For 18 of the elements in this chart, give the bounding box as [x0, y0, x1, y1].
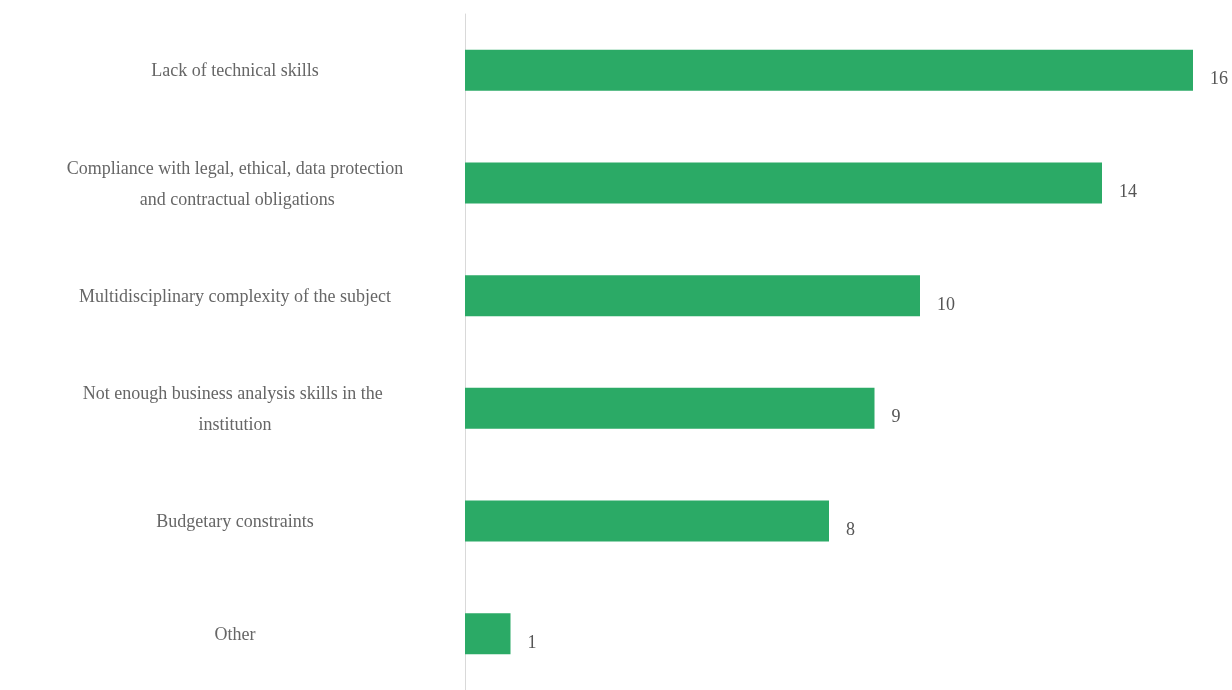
data-label: 9 — [891, 406, 901, 427]
data-label: 14 — [1119, 181, 1137, 201]
y-tick-label: Budgetary constraints — [156, 511, 314, 531]
bar — [465, 49, 1193, 91]
data-label: 10 — [937, 293, 955, 314]
y-tick-label: Other — [214, 623, 256, 644]
data-label: 16 — [1210, 68, 1228, 89]
y-tick-label: Lack of technical skills — [151, 60, 319, 81]
data-label: 1 — [527, 631, 537, 652]
data-label: 8 — [846, 519, 855, 539]
y-tick-label: Not enough business analysis skills in the institution — [82, 382, 388, 434]
bar — [465, 500, 829, 542]
y-tick-label: Multidisciplinary complexity of the subject — [79, 285, 391, 306]
bar — [465, 613, 511, 655]
y-tick-label: Compliance with legal, ethical, data protection and contractual obligations — [66, 157, 404, 209]
bar — [465, 275, 920, 317]
bar — [465, 387, 875, 429]
bar — [465, 162, 1102, 204]
